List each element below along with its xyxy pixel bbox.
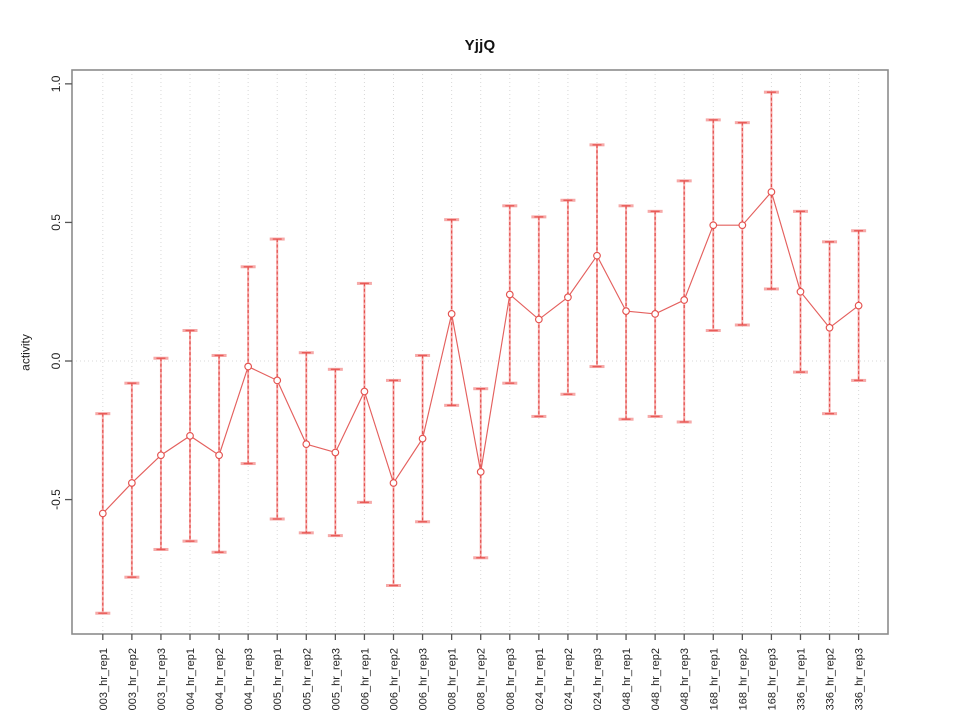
data-point-marker (360, 387, 369, 396)
y-tick-label: 0.5 (49, 214, 63, 231)
data-point-marker (796, 287, 805, 296)
data-point-marker (418, 434, 427, 443)
x-tick-label: 336_hr_rep2 (825, 648, 837, 710)
x-tick-label: 048_hr_rep2 (650, 648, 662, 710)
x-tick-label: 004_hr_rep2 (214, 648, 226, 710)
data-point-marker (854, 301, 863, 310)
x-tick-label: 003_hr_rep3 (156, 648, 168, 710)
x-tick-label: 005_hr_rep1 (272, 648, 284, 710)
x-tick-label: 006_hr_rep1 (359, 648, 371, 710)
data-point-marker (505, 290, 514, 299)
x-tick-label: 336_hr_rep1 (795, 648, 807, 710)
x-tick-label: 006_hr_rep2 (389, 648, 401, 710)
data-point-marker (244, 362, 253, 371)
data-point-marker (273, 376, 282, 385)
data-point-marker (564, 293, 572, 302)
data-point-marker (651, 310, 660, 318)
data-point-marker (389, 479, 398, 487)
x-tick-label: 008_hr_rep3 (505, 648, 517, 710)
x-tick-label: 024_hr_rep1 (534, 648, 546, 710)
x-tick-label: 005_hr_rep2 (301, 648, 313, 710)
data-point-marker (709, 221, 718, 230)
x-tick-label: 048_hr_rep3 (679, 648, 691, 710)
data-point-marker (593, 251, 601, 260)
y-tick-label: 0.0 (49, 352, 63, 369)
x-tick-label: 024_hr_rep3 (592, 648, 604, 710)
data-point-marker (215, 451, 223, 460)
y-tick-label: -0.5 (49, 489, 63, 510)
x-tick-label: 004_hr_rep1 (185, 648, 197, 710)
data-point-marker (825, 323, 834, 332)
data-point-marker (157, 451, 165, 460)
x-tick-label: 024_hr_rep2 (563, 648, 575, 710)
x-tick-label: 004_hr_rep3 (243, 648, 255, 710)
x-tick-label: 336_hr_rep3 (854, 648, 866, 710)
x-tick-label: 168_hr_rep2 (737, 648, 749, 710)
chart-title: YjjQ (464, 37, 496, 54)
y-tick-label: 1.0 (49, 75, 63, 92)
data-point-marker (738, 221, 747, 230)
x-tick-label: 006_hr_rep3 (418, 648, 430, 710)
x-tick-label: 003_hr_rep1 (98, 648, 110, 710)
data-point-marker (622, 307, 630, 315)
x-tick-label: 008_hr_rep1 (447, 648, 459, 710)
data-point-marker (447, 310, 456, 318)
data-point-marker (98, 509, 107, 518)
data-point-marker (534, 315, 543, 324)
x-tick-label: 168_hr_rep3 (766, 648, 778, 710)
data-point-marker (186, 431, 194, 440)
x-tick-label: 003_hr_rep2 (127, 648, 139, 710)
data-point-marker (767, 188, 776, 196)
x-tick-label: 048_hr_rep1 (621, 648, 633, 710)
x-tick-label: 005_hr_rep3 (330, 648, 342, 710)
x-tick-label: 168_hr_rep1 (708, 648, 720, 710)
data-point-marker (680, 296, 689, 304)
data-point-marker (302, 440, 311, 449)
plot-box (71, 69, 889, 635)
data-point-marker (476, 467, 485, 476)
x-tick-label: 008_hr_rep2 (476, 648, 488, 710)
data-point-marker (127, 479, 136, 487)
data-point-marker (331, 448, 340, 457)
